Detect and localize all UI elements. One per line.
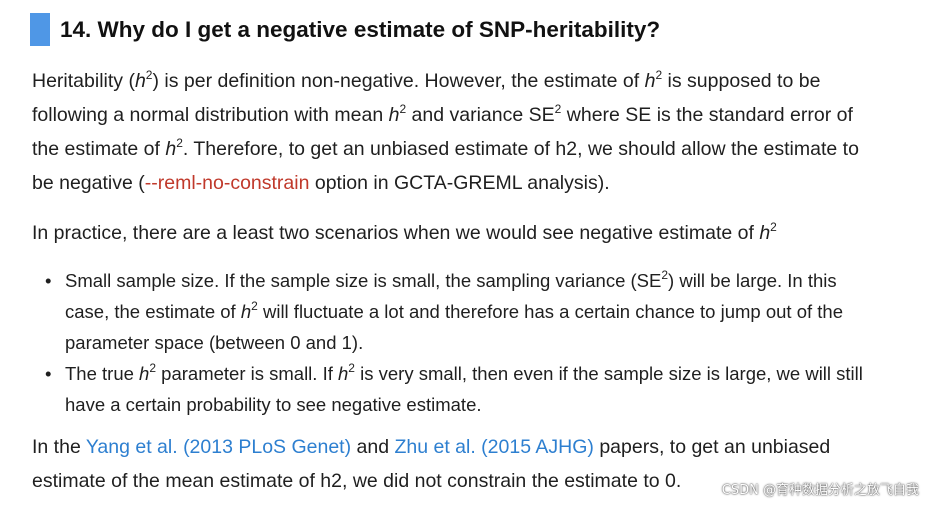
paragraph-scenarios: In practice, there are a least two scena…: [32, 216, 927, 250]
paragraph-line: In the Yang et al. (2013 PLoS Genet) and…: [32, 436, 831, 458]
heading-accent-bar: [30, 13, 50, 46]
paragraph-line: following a normal distribution with mea…: [32, 102, 853, 126]
section-heading: 14. Why do I get a negative estimate of …: [30, 12, 910, 47]
paragraph-line: In practice, there are a least two scena…: [32, 220, 777, 244]
paragraph-line: estimate of the mean estimate of h2, we …: [32, 470, 682, 492]
zhu-2015-link[interactable]: Zhu et al. (2015 AJHG): [394, 436, 594, 458]
bullet-icon: •: [45, 270, 52, 291]
yang-2013-link[interactable]: Yang et al. (2013 PLoS Genet): [85, 436, 352, 458]
list-item: • Small sample size. If the sample size …: [32, 265, 922, 358]
list-item: • The true h2 parameter is small. If h2 …: [32, 358, 922, 420]
page-title: 14. Why do I get a negative estimate of …: [60, 16, 661, 42]
paragraph-definition: Heritability (h2) is per definition non-…: [32, 64, 927, 200]
scenario-list: • Small sample size. If the sample size …: [32, 265, 922, 420]
code-option: --reml-no-constrain: [144, 172, 310, 194]
paragraph-line: be negative (--reml-no-constrain option …: [32, 172, 610, 194]
paragraph-line: the estimate of h2. Therefore, to get an…: [32, 136, 859, 160]
paragraph-references: In the Yang et al. (2013 PLoS Genet) and…: [32, 430, 927, 498]
paragraph-line: Heritability (h2) is per definition non-…: [32, 68, 821, 92]
watermark: CSDN @育种数据分析之放飞自我: [721, 483, 919, 498]
bullet-icon: •: [45, 363, 52, 384]
